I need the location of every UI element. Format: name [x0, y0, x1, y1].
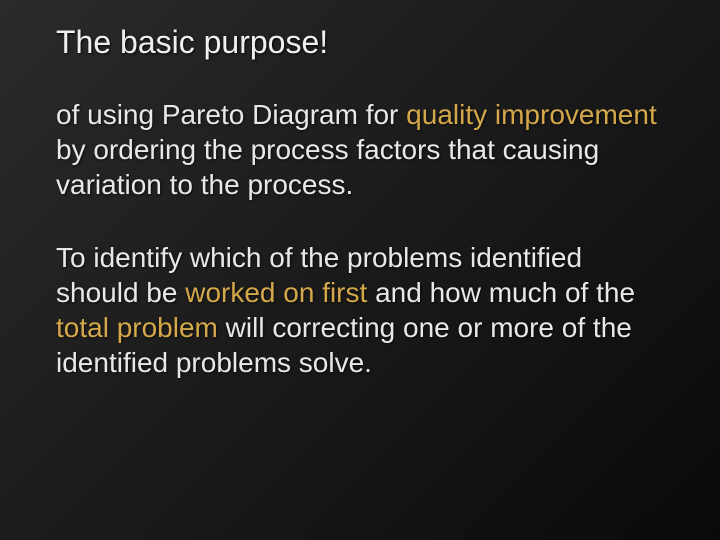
p2-emphasis-1: worked on first [185, 277, 367, 308]
p1-text-1: of using Pareto Diagram for [56, 99, 406, 130]
p1-text-2: by ordering the process factors that cau… [56, 134, 599, 200]
slide-title: The basic purpose! [56, 24, 664, 61]
paragraph-2: To identify which of the problems identi… [56, 240, 664, 380]
p2-text-2: and how much of the [367, 277, 635, 308]
paragraph-1: of using Pareto Diagram for quality impr… [56, 97, 664, 202]
p2-emphasis-2: total problem [56, 312, 218, 343]
p1-emphasis-1: quality improvement [406, 99, 657, 130]
